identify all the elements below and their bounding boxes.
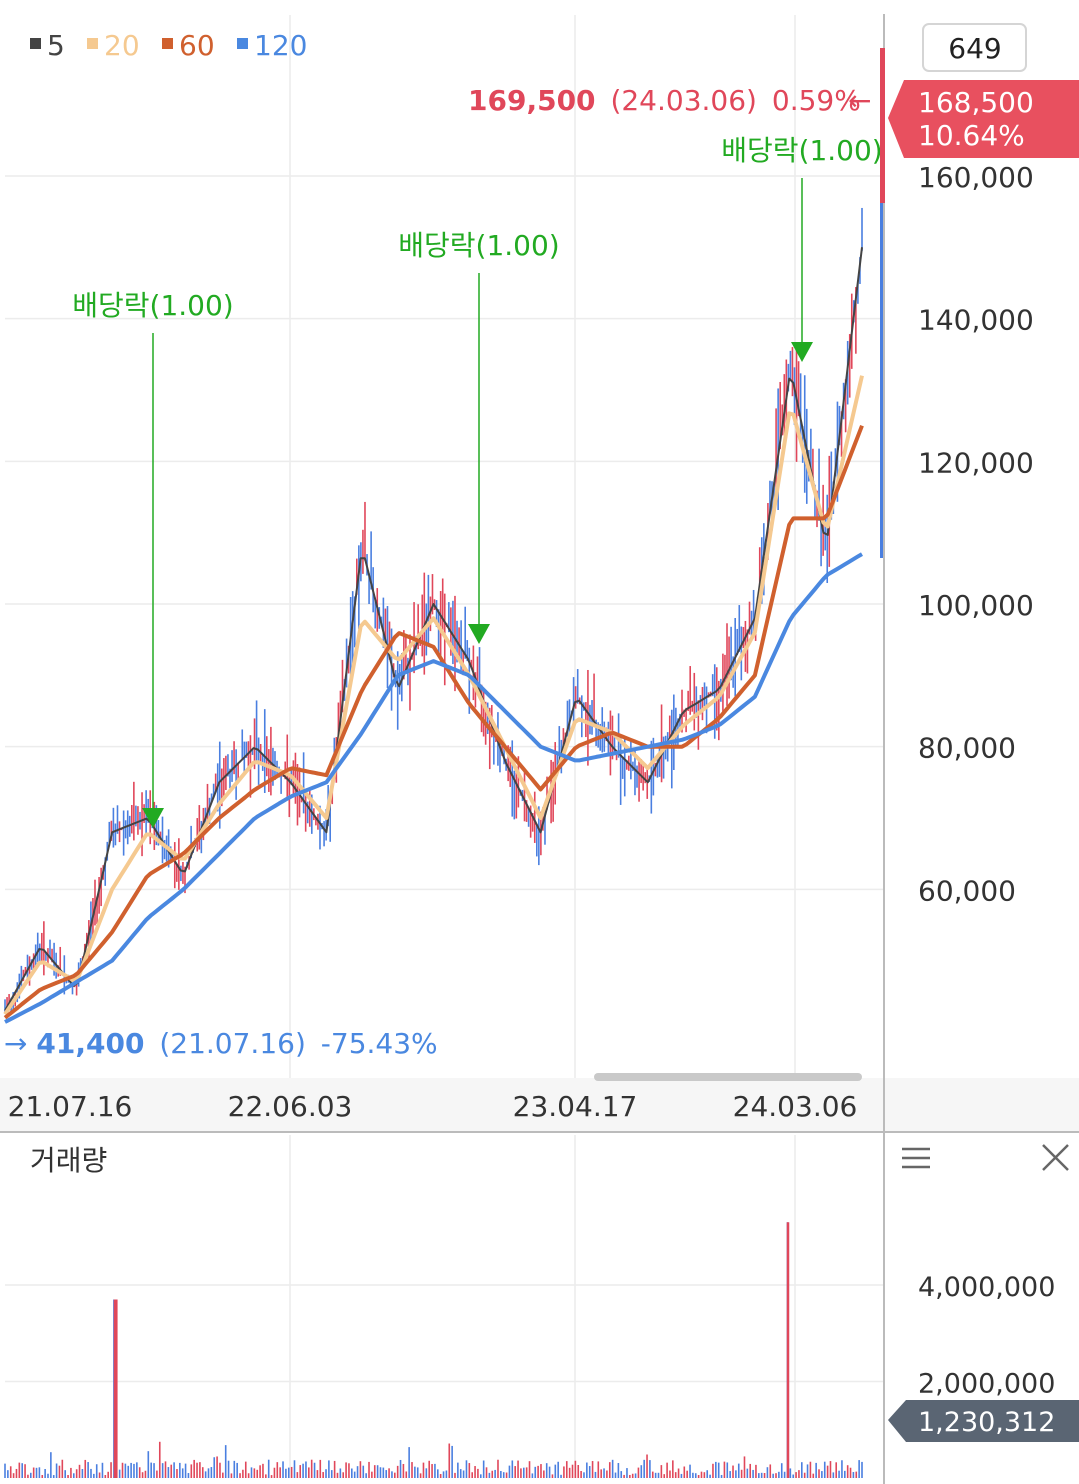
legend-swatch — [87, 38, 98, 49]
arrow-right-icon: → — [4, 1027, 27, 1060]
close-icon[interactable] — [1042, 1144, 1069, 1171]
scrollbar[interactable] — [594, 1073, 862, 1081]
price-tick: 140,000 — [918, 304, 1034, 337]
low-date: (21.07.16) — [159, 1027, 306, 1060]
dividend-markers: 배당락(1.00) 배당락(1.00) 배당락(1.00) — [72, 134, 883, 828]
volume-badge — [888, 1400, 1079, 1442]
legend-swatch — [162, 38, 173, 49]
high-pct: 0.59% — [772, 84, 861, 117]
legend-label: 60 — [179, 29, 215, 62]
price-tick: 80,000 — [918, 732, 1016, 765]
dividend-label: 배당락(1.00) — [72, 289, 233, 322]
price-tick: 100,000 — [918, 589, 1034, 622]
dividend-label: 배당락(1.00) — [398, 229, 559, 262]
volume-tick: 2,000,000 — [918, 1369, 1055, 1400]
price-tick: 160,000 — [918, 161, 1034, 194]
dividend-arrow-icon — [142, 808, 164, 828]
dividend-arrow-icon — [468, 624, 490, 644]
date-tick: 21.07.16 — [8, 1090, 133, 1123]
price-tick: 120,000 — [918, 446, 1034, 479]
current-pct: 10.64% — [918, 119, 1025, 152]
high-date: (24.03.06) — [610, 84, 757, 117]
current-price-badge — [888, 80, 1079, 158]
price-tick: 60,000 — [918, 874, 1016, 907]
arrow-left-icon: ← — [848, 84, 871, 117]
volume-title: 거래량 — [30, 1144, 107, 1177]
low-annotation: → 41,400 (21.07.16) -75.43% — [4, 1027, 438, 1060]
vertical-grid-lines — [289, 15, 796, 1478]
dividend-arrow-icon — [791, 342, 813, 362]
ma-line-120 — [4, 552, 864, 1024]
legend-swatch — [237, 38, 248, 49]
volume-axis: 2,000,000 4,000,000 — [918, 1272, 1055, 1400]
legend-label: 5 — [47, 29, 65, 62]
menu-icon[interactable] — [902, 1147, 930, 1169]
volume-badge-value: 1,230,312 — [918, 1407, 1055, 1438]
volume-tick: 4,000,000 — [918, 1272, 1055, 1303]
current-price: 168,500 — [918, 86, 1034, 119]
high-annotation: 169,500 (24.03.06) 0.59% — [468, 84, 861, 117]
low-pct: -75.43% — [321, 1027, 438, 1060]
count-label: 649 — [948, 32, 1001, 65]
legend-label: 120 — [254, 29, 307, 62]
low-price: 41,400 — [36, 1027, 144, 1060]
volume-bars — [4, 1222, 863, 1478]
ma-line-5 — [4, 247, 863, 1012]
price-axis: 60,000 80,000 100,000 120,000 140,000 160,000 — [918, 161, 1034, 907]
count-box[interactable] — [922, 23, 1027, 72]
ma-legend: 5 20 60 120 — [30, 29, 307, 62]
date-tick: 23.04.17 — [513, 1090, 638, 1123]
date-axis: 21.07.16 22.06.03 23.04.17 24.03.06 — [8, 1090, 858, 1123]
legend-label: 20 — [104, 29, 140, 62]
legend-swatch — [30, 38, 41, 49]
date-tick: 22.06.03 — [228, 1090, 353, 1123]
dividend-label: 배당락(1.00) — [721, 134, 882, 167]
ma-line-60 — [3, 424, 864, 1020]
ma-line-20 — [3, 375, 864, 1016]
moving-average-lines — [3, 247, 864, 1024]
high-price: 169,500 — [468, 84, 596, 117]
date-tick: 24.03.06 — [733, 1090, 858, 1123]
